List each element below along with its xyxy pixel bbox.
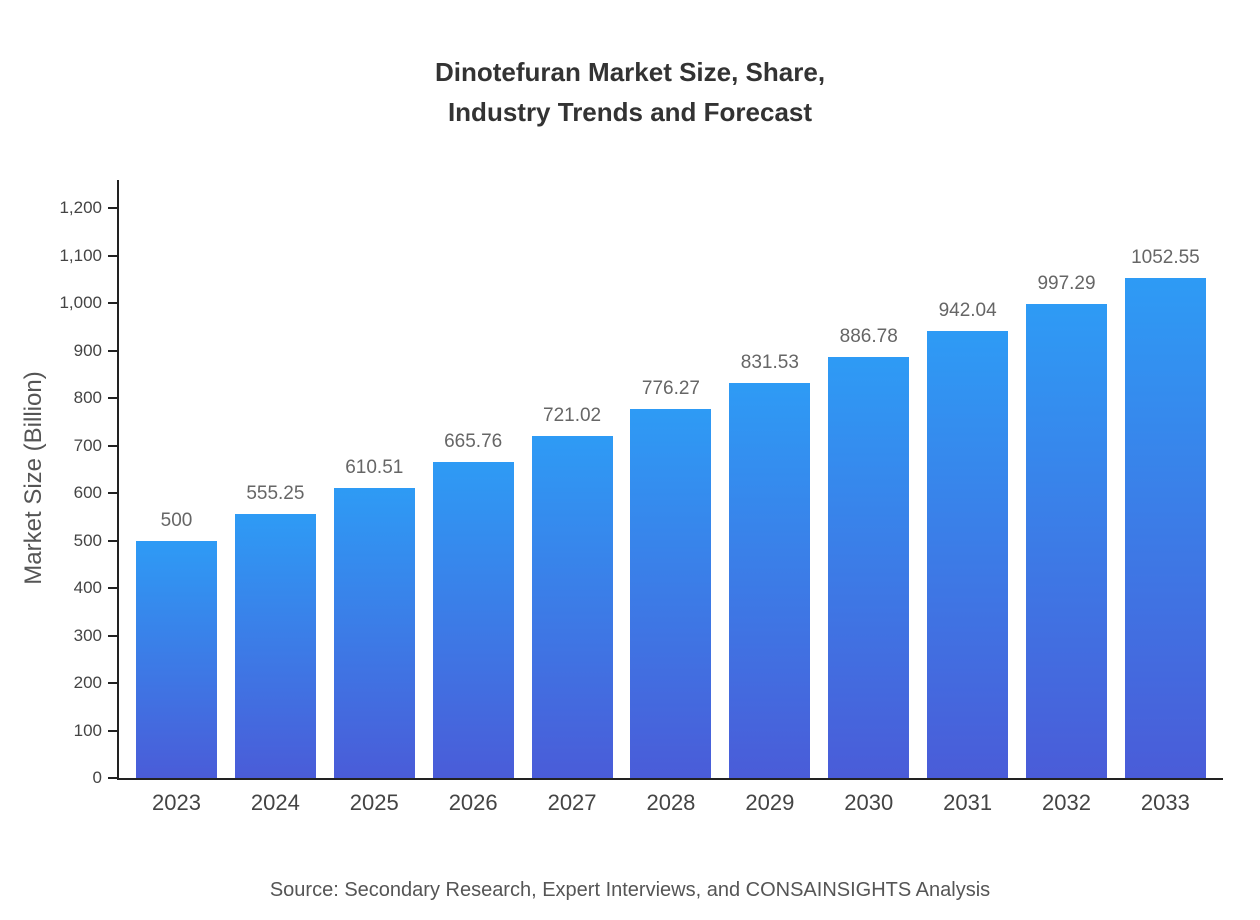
y-tick-mark bbox=[108, 492, 117, 494]
bar-value-label: 610.51 bbox=[345, 457, 404, 479]
chart-title-line1: Dinotefuran Market Size, Share, bbox=[434, 57, 826, 87]
bar-2026: 665.76 bbox=[432, 431, 514, 778]
bar-2031: 942.04 bbox=[927, 300, 1009, 778]
x-axis-labels: 2023 2024 2025 2026 2027 2028 2029 2030 2031 2032… bbox=[119, 790, 1223, 816]
bars-row: 500 555.25 610.51 665.76 721.02 776.27 831.53 8… bbox=[119, 180, 1223, 778]
y-tick-label: 200 bbox=[73, 673, 102, 692]
y-tick-label: 100 bbox=[73, 720, 102, 740]
y-tick-mark bbox=[108, 682, 117, 684]
chart-title: Dinotefuran Market Size, Share, Industry… bbox=[0, 52, 1260, 132]
y-tick-mark bbox=[108, 397, 117, 399]
bar-value-label: 831.53 bbox=[740, 352, 799, 374]
y-tick-label: 500 bbox=[73, 530, 102, 550]
y-tick-mark bbox=[108, 302, 117, 304]
source-note: Source: Secondary Research, Expert Inter… bbox=[269, 879, 991, 901]
x-tick-label-2027: 2027 bbox=[547, 790, 597, 815]
y-tick-mark bbox=[108, 587, 117, 589]
bar-2023: 500 bbox=[136, 510, 217, 778]
y-tick-mark bbox=[108, 254, 117, 257]
x-tick-label-2028: 2028 bbox=[646, 790, 696, 815]
bar-2028: 776.27 bbox=[630, 378, 712, 778]
y-tick-label: 1,000 bbox=[59, 293, 102, 312]
y-tick-mark bbox=[108, 539, 117, 542]
x-tick-label-2023: 2023 bbox=[152, 790, 201, 815]
y-tick-mark bbox=[108, 207, 117, 209]
bar-2032: 997.29 bbox=[1026, 273, 1108, 778]
x-tick-label-2024: 2024 bbox=[250, 790, 300, 815]
y-tick-mark bbox=[108, 444, 117, 447]
bar-value-label: 721.02 bbox=[543, 404, 602, 426]
x-tick-label-2025: 2025 bbox=[349, 790, 399, 815]
x-tick-label-2033: 2033 bbox=[1140, 790, 1190, 815]
y-tick-label: 300 bbox=[73, 625, 102, 645]
x-tick-label-2031: 2031 bbox=[943, 790, 993, 815]
y-tick-label: 1,200 bbox=[59, 198, 102, 217]
bar-value-label: 500 bbox=[160, 509, 193, 531]
bar-value-label: 776.27 bbox=[641, 378, 701, 400]
y-tick-mark bbox=[108, 777, 117, 779]
y-tick-mark bbox=[108, 729, 117, 732]
bar-2024: 555.25 bbox=[234, 483, 316, 778]
bar-value-label: 555.25 bbox=[246, 483, 305, 505]
x-tick-label-2030: 2030 bbox=[844, 790, 894, 815]
bar-2030: 886.78 bbox=[828, 326, 910, 778]
bar-2033: 1052.55 bbox=[1124, 247, 1206, 778]
y-tick-mark bbox=[108, 349, 117, 352]
bar-value-label: 665.76 bbox=[444, 430, 503, 452]
x-tick-label-2032: 2032 bbox=[1042, 790, 1091, 815]
plot-area: 500 555.25 610.51 665.76 721.02 776.27 831.53 8… bbox=[59, 180, 1223, 815]
bar-2027: 721.02 bbox=[531, 405, 613, 778]
bar-value-label: 942.04 bbox=[938, 299, 997, 321]
x-tick-label-2026: 2026 bbox=[448, 790, 498, 815]
chart-title-line2: Industry Trends and Forecast bbox=[447, 97, 813, 127]
bar-2025: 610.51 bbox=[333, 457, 415, 778]
bar-value-label: 886.78 bbox=[839, 325, 898, 347]
y-tick-label: 800 bbox=[73, 388, 102, 407]
y-tick-label: 0 bbox=[92, 768, 102, 787]
bar-2029: 831.53 bbox=[729, 352, 811, 778]
y-tick-label: 400 bbox=[73, 578, 102, 597]
bar-value-label: 997.29 bbox=[1037, 273, 1096, 295]
bar-value-label: 1052.55 bbox=[1131, 247, 1200, 269]
y-tick-label: 1,100 bbox=[59, 245, 102, 265]
y-tick-label: 900 bbox=[73, 340, 102, 360]
x-tick-label-2029: 2029 bbox=[745, 790, 795, 815]
y-tick-label: 600 bbox=[73, 483, 102, 502]
y-tick-mark bbox=[108, 634, 117, 637]
y-tick-label: 700 bbox=[73, 435, 102, 455]
y-axis-title: Market Size (Billion) bbox=[20, 371, 47, 585]
